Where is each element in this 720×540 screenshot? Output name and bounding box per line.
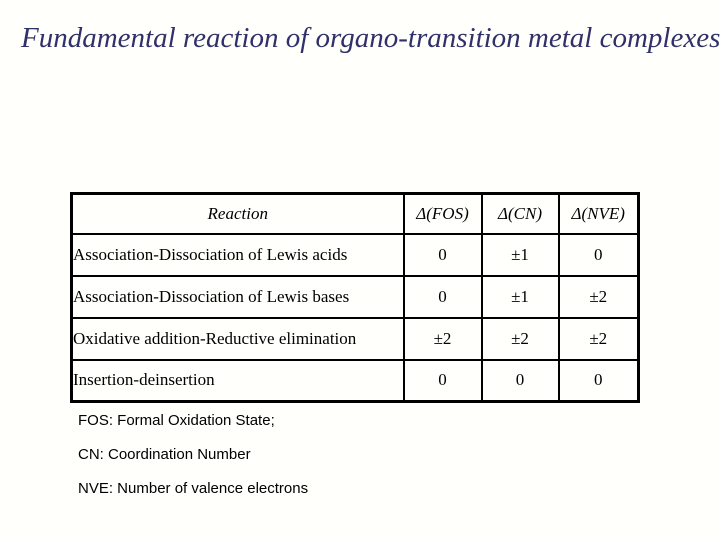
- delta-fos-cell: 0: [402, 358, 483, 403]
- reaction-table: Reaction Δ(FOS) Δ(CN) Δ(NVE) Association…: [70, 192, 640, 403]
- table-row: Oxidative addition-Reductive elimination…: [70, 316, 640, 361]
- delta-fos-cell: 0: [402, 232, 483, 277]
- delta-cn-cell: 0: [480, 358, 560, 403]
- column-header-delta-cn: Δ(CN): [480, 192, 560, 235]
- delta-nve-cell: ±2: [557, 316, 640, 361]
- delta-cn-cell: ±2: [480, 316, 560, 361]
- footnote-nve: NVE: Number of valence electrons: [78, 480, 309, 497]
- delta-cn-cell: ±1: [480, 232, 560, 277]
- delta-nve-cell: 0: [557, 232, 640, 277]
- reaction-cell: Oxidative addition-Reductive elimination: [70, 316, 405, 361]
- footnotes-block: FOS: Formal Oxidation State; CN: Coordin…: [78, 412, 308, 497]
- table-row: Association-Dissociation of Lewis bases …: [70, 274, 640, 319]
- reaction-cell: Insertion-deinsertion: [70, 358, 405, 403]
- footnote-cn: CN: Coordination Number: [78, 446, 251, 463]
- table-row: Association-Dissociation of Lewis acids …: [70, 232, 640, 277]
- page-title: Fundamental reaction of organo-transitio…: [21, 22, 720, 54]
- column-header-delta-fos: Δ(FOS): [402, 192, 483, 235]
- delta-cn-cell: ±1: [480, 274, 560, 319]
- column-header-delta-nve: Δ(NVE): [557, 192, 640, 235]
- reaction-cell: Association-Dissociation of Lewis bases: [70, 274, 405, 319]
- reaction-cell: Association-Dissociation of Lewis acids: [70, 232, 405, 277]
- delta-nve-cell: 0: [557, 358, 640, 403]
- delta-fos-cell: 0: [402, 274, 483, 319]
- delta-nve-cell: ±2: [557, 274, 640, 319]
- table-row: Insertion-deinsertion 0 0 0: [70, 358, 640, 403]
- delta-fos-cell: ±2: [402, 316, 483, 361]
- footnote-fos: FOS: Formal Oxidation State;: [78, 412, 275, 429]
- column-header-reaction: Reaction: [70, 192, 405, 235]
- table-header-row: Reaction Δ(FOS) Δ(CN) Δ(NVE): [70, 192, 640, 235]
